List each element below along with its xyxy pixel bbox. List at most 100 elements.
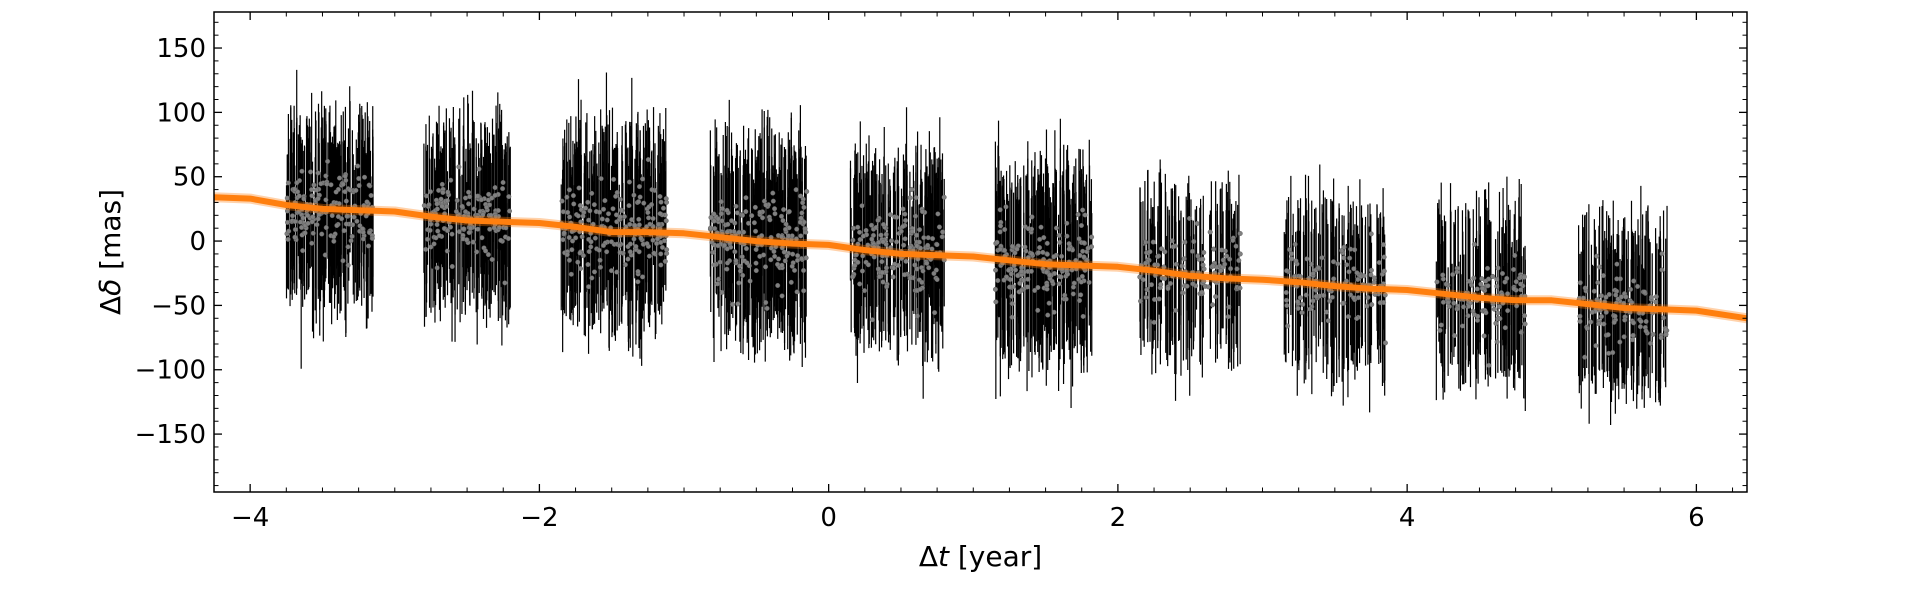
data-point xyxy=(781,207,787,213)
data-point xyxy=(658,251,664,257)
data-point xyxy=(342,173,348,179)
data-point xyxy=(1335,261,1341,267)
data-point xyxy=(633,244,639,250)
data-point xyxy=(1347,255,1353,261)
data-point xyxy=(1155,253,1161,259)
data-point xyxy=(1612,313,1618,319)
data-point xyxy=(597,257,603,263)
data-point xyxy=(783,226,789,232)
data-point xyxy=(1079,273,1085,279)
data-point xyxy=(488,212,494,218)
data-point xyxy=(611,176,617,182)
data-point xyxy=(649,202,655,208)
data-point xyxy=(1207,229,1213,235)
data-point xyxy=(1486,362,1492,368)
data-point xyxy=(470,239,476,245)
data-point xyxy=(1469,282,1475,288)
data-point xyxy=(890,274,896,280)
data-point xyxy=(1152,296,1158,302)
data-point xyxy=(308,169,314,175)
data-point xyxy=(902,236,908,242)
data-point xyxy=(649,187,655,193)
data-point xyxy=(1494,276,1500,282)
data-point xyxy=(1483,310,1489,316)
data-point xyxy=(1295,305,1301,311)
data-point xyxy=(1304,256,1310,262)
data-point xyxy=(1024,284,1030,290)
data-point xyxy=(1513,279,1519,285)
data-point xyxy=(646,215,652,221)
data-point xyxy=(745,220,751,226)
data-point xyxy=(645,209,651,215)
data-point xyxy=(427,189,433,195)
data-point xyxy=(475,226,481,232)
data-point xyxy=(500,186,506,192)
data-point xyxy=(325,158,331,164)
data-point xyxy=(316,212,322,218)
data-point xyxy=(1368,267,1374,273)
data-point xyxy=(993,267,999,273)
data-point xyxy=(585,262,591,268)
data-point xyxy=(1474,286,1480,292)
data-point xyxy=(853,252,859,258)
data-point xyxy=(1138,298,1144,304)
data-point xyxy=(366,182,372,188)
data-point xyxy=(591,269,597,275)
data-point xyxy=(1437,327,1443,333)
data-point xyxy=(1001,277,1007,283)
data-point xyxy=(631,192,637,198)
data-point xyxy=(476,166,482,172)
data-point xyxy=(466,189,472,195)
data-point xyxy=(789,263,795,269)
data-point xyxy=(491,225,497,231)
data-point xyxy=(718,211,724,217)
data-point xyxy=(1341,255,1347,261)
data-point xyxy=(1631,320,1637,326)
data-point xyxy=(995,278,1001,284)
data-point xyxy=(314,187,320,193)
data-point xyxy=(998,223,1004,229)
data-point xyxy=(909,186,915,192)
data-point xyxy=(356,176,362,182)
data-point xyxy=(636,222,642,228)
data-point xyxy=(1038,224,1044,230)
data-point xyxy=(1191,239,1197,245)
data-point xyxy=(1200,256,1206,262)
data-point xyxy=(640,274,646,280)
data-point xyxy=(617,196,623,202)
data-point xyxy=(310,230,316,236)
data-point xyxy=(712,226,718,232)
data-point xyxy=(647,221,653,227)
data-point xyxy=(860,233,866,239)
data-point xyxy=(753,268,759,274)
data-point xyxy=(1237,285,1243,291)
data-point xyxy=(902,272,908,278)
data-point xyxy=(597,209,603,215)
data-point xyxy=(436,187,442,193)
data-point xyxy=(1341,244,1347,250)
data-point xyxy=(445,228,451,234)
data-point xyxy=(925,235,931,241)
data-point xyxy=(300,215,306,221)
data-point xyxy=(1076,236,1082,242)
data-point xyxy=(1078,222,1084,228)
data-point xyxy=(1297,274,1303,280)
data-point xyxy=(1025,276,1031,282)
data-point xyxy=(599,216,605,222)
data-point xyxy=(1283,290,1289,296)
data-point xyxy=(362,174,368,180)
data-point xyxy=(583,205,589,211)
data-point xyxy=(1158,246,1164,252)
data-point xyxy=(763,202,769,208)
data-point xyxy=(484,204,490,210)
data-point xyxy=(305,220,311,226)
data-point xyxy=(434,201,440,207)
data-point xyxy=(564,252,570,258)
data-point xyxy=(1066,246,1072,252)
data-point xyxy=(300,248,306,254)
data-point xyxy=(1321,292,1327,298)
data-point xyxy=(1012,250,1018,256)
data-point xyxy=(436,233,442,239)
data-point xyxy=(913,195,919,201)
data-point xyxy=(1631,278,1637,284)
